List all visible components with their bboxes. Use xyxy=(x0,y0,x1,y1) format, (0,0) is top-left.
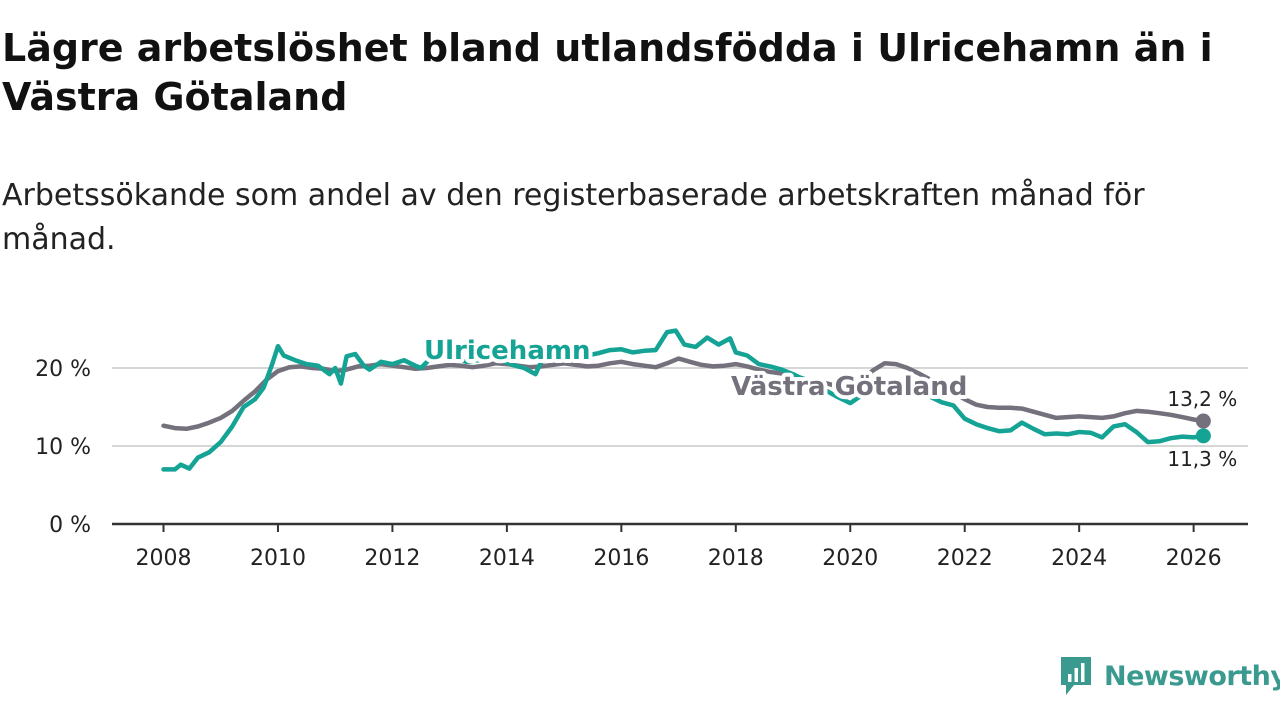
x-tick-label: 2024 xyxy=(1051,546,1107,571)
x-tick-label: 2020 xyxy=(822,546,878,571)
series-line-ulricehamn xyxy=(161,328,1206,472)
chart-subtitle: Arbetssökande som andel av den registerb… xyxy=(2,178,1145,257)
end-point-västra-götaland xyxy=(1195,413,1211,429)
y-tick-label: 10 % xyxy=(35,435,91,460)
x-tick-label: 2018 xyxy=(708,546,764,571)
x-tick-label: 2010 xyxy=(250,546,306,571)
series-label-ulricehamn: Ulricehamn xyxy=(424,336,590,366)
x-tick-label: 2012 xyxy=(364,546,420,571)
series-lines: 13,2 % 11,3 % xyxy=(161,328,1240,474)
x-tick-label: 2014 xyxy=(479,546,535,571)
x-tick-label: 2016 xyxy=(593,546,649,571)
end-value-label-västra-götaland: 13,2 % xyxy=(1167,387,1237,411)
brand-name: Newsworthy xyxy=(1104,660,1280,692)
end-value-label-ulricehamn: 11,3 % xyxy=(1167,447,1237,471)
end-point-ulricehamn xyxy=(1195,428,1211,444)
x-tick-label: 2008 xyxy=(136,546,192,571)
newsworthy-logo-icon xyxy=(1061,657,1091,695)
axes: 0 % 10 % 20 % 2008 2010 2012 2014 2016 2018 2020 2… xyxy=(35,357,1248,571)
y-tick-label: 20 % xyxy=(35,357,91,382)
series-labels: Ulricehamn Västra Götaland xyxy=(420,332,971,406)
chart-title: Lägre arbetslöshet bland utlandsfödda i … xyxy=(2,26,1213,119)
x-tick-label: 2022 xyxy=(937,546,993,571)
x-tick-label: 2026 xyxy=(1166,546,1222,571)
series-label-vastra-gotaland: Västra Götaland xyxy=(731,372,967,402)
brand: Newsworthy xyxy=(1058,654,1280,698)
y-tick-label: 0 % xyxy=(49,513,91,538)
